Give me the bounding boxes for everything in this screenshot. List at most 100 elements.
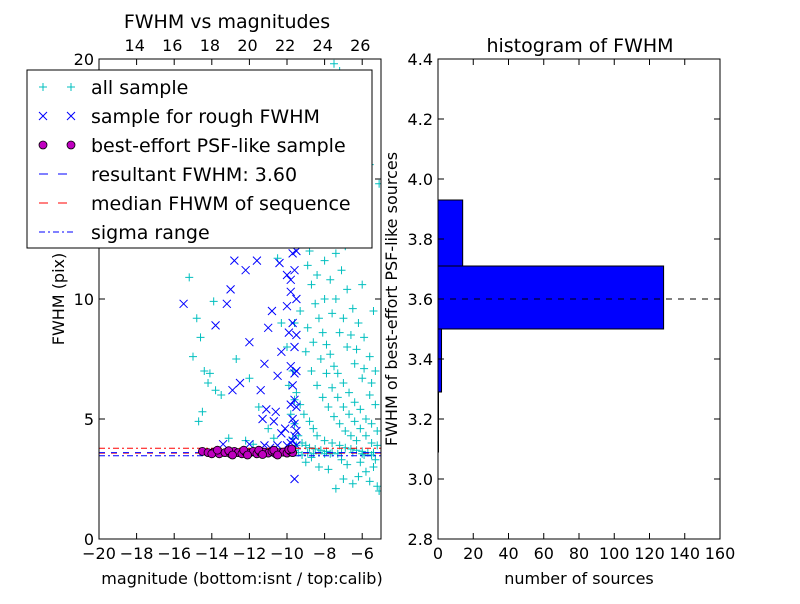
rough-sample-point <box>235 378 245 388</box>
rough-sample-point <box>271 407 281 417</box>
scatter-top-tick-label: 26 <box>350 36 370 55</box>
histogram-y-tick-label: 3.2 <box>408 410 433 429</box>
all-sample-point <box>373 427 381 435</box>
rough-sample-point <box>277 347 286 357</box>
scatter-top-tick-label: 24 <box>313 36 333 55</box>
histogram-panel: histogram of FWHM 0 20 40 60 80 100 120 140 160 … <box>382 35 735 588</box>
scatter-y-ticks: 05101520 <box>74 50 381 549</box>
all-sample-point <box>333 369 342 378</box>
all-sample-point <box>290 319 299 327</box>
rough-sample-point <box>226 285 235 294</box>
all-sample-point <box>365 352 374 361</box>
all-sample-point <box>369 463 378 471</box>
all-sample-point <box>361 431 370 440</box>
rough-sample-point <box>277 429 286 438</box>
all-sample-point <box>320 256 329 265</box>
all-sample-point <box>284 381 293 390</box>
all-sample-point <box>316 355 325 363</box>
histogram-x-label: number of sources <box>504 569 654 588</box>
all-sample-point <box>339 403 348 411</box>
all-sample-point <box>328 383 337 392</box>
all-sample-point <box>337 455 346 464</box>
rough-sample-point <box>252 256 262 265</box>
scatter-y-tick-label: 20 <box>74 50 94 69</box>
all-sample-point <box>346 331 355 339</box>
all-sample-point <box>324 403 333 411</box>
all-sample-point <box>326 275 335 284</box>
rough-sample-point <box>286 287 296 297</box>
rough-sample-point <box>258 414 267 424</box>
all-sample-point <box>326 350 335 359</box>
legend-label: sample for rough FWHM <box>91 106 320 128</box>
psf-sample-point <box>228 450 237 460</box>
rough-sample-point <box>263 323 273 333</box>
all-sample-point <box>311 299 320 308</box>
all-sample-point <box>314 314 323 323</box>
histogram-x-tick-label: 60 <box>534 544 554 563</box>
all-sample-point <box>307 367 316 375</box>
all-sample-point <box>296 400 305 409</box>
rough-sample-point <box>292 366 301 376</box>
all-sample-point <box>320 295 329 303</box>
rough-sample-point <box>290 395 299 405</box>
scatter-y-tick-label: 0 <box>84 530 94 549</box>
all-sample-point <box>350 417 359 426</box>
all-sample-point <box>328 439 337 447</box>
psf-sample-point <box>273 450 283 460</box>
all-sample-point <box>356 424 365 433</box>
all-sample-point <box>313 381 322 390</box>
psf-sample-point <box>287 444 297 454</box>
rough-sample-point <box>290 474 299 484</box>
histogram-y-tick-label: 2.8 <box>408 530 433 549</box>
rough-sample-point <box>179 299 188 309</box>
all-sample-point <box>198 407 207 416</box>
legend-entry: best-effort PSF-like sample <box>38 135 346 157</box>
all-sample-point <box>341 427 350 435</box>
rough-sample-point <box>284 328 294 337</box>
all-sample-point <box>358 280 367 289</box>
all-sample-point <box>194 417 203 426</box>
all-sample-point <box>365 477 374 486</box>
all-sample-point <box>361 415 370 423</box>
all-sample-point <box>309 338 318 347</box>
all-sample-point <box>358 449 367 458</box>
all-sample-point <box>331 249 340 258</box>
all-sample-point <box>307 280 316 289</box>
scatter-x-tick-label: −16 <box>157 544 191 563</box>
histogram-title: histogram of FWHM <box>486 35 673 57</box>
scatter-top-tick-label: 20 <box>237 36 257 55</box>
all-sample-point <box>365 391 374 399</box>
legend-label: all sample <box>91 77 188 99</box>
histogram-x-ticks: 0 20 40 60 80 100 120 140 160 <box>433 59 735 563</box>
all-sample-point <box>339 314 348 323</box>
all-sample-point <box>292 388 301 397</box>
scatter-x-tick-label: −8 <box>313 544 337 563</box>
scatter-top-tick-label: 14 <box>125 36 145 55</box>
legend-label: best-effort PSF-like sample <box>91 135 346 157</box>
all-sample-point <box>367 451 376 459</box>
histogram-y-tick-label: 4.2 <box>408 110 433 129</box>
all-sample-point <box>189 352 197 361</box>
rough-sample-point <box>292 426 301 436</box>
legend-entry: sigma range <box>39 222 210 244</box>
histogram-y-tick-label: 4.0 <box>408 170 433 189</box>
scatter-top-tick-label: 22 <box>275 36 295 55</box>
all-sample-point <box>333 449 342 458</box>
all-sample-point <box>313 431 322 440</box>
all-sample-point <box>211 386 220 395</box>
all-sample-point <box>361 467 370 476</box>
all-sample-point <box>217 391 226 399</box>
all-sample-point <box>303 261 312 270</box>
all-sample-point <box>352 345 361 354</box>
all-sample-point <box>330 59 338 68</box>
all-sample-point <box>283 343 291 351</box>
rough-sample-point <box>261 405 271 414</box>
histogram-y-tick-label: 3.0 <box>408 470 433 489</box>
rough-sample-point <box>256 385 266 395</box>
scatter-x-tick-label: −20 <box>82 544 116 563</box>
all-sample-point <box>328 309 337 318</box>
legend-label: sigma range <box>91 222 210 244</box>
scatter-x-label: magnitude (bottom:isnt / top:calib) <box>101 569 382 588</box>
rough-sample-point <box>218 439 228 449</box>
